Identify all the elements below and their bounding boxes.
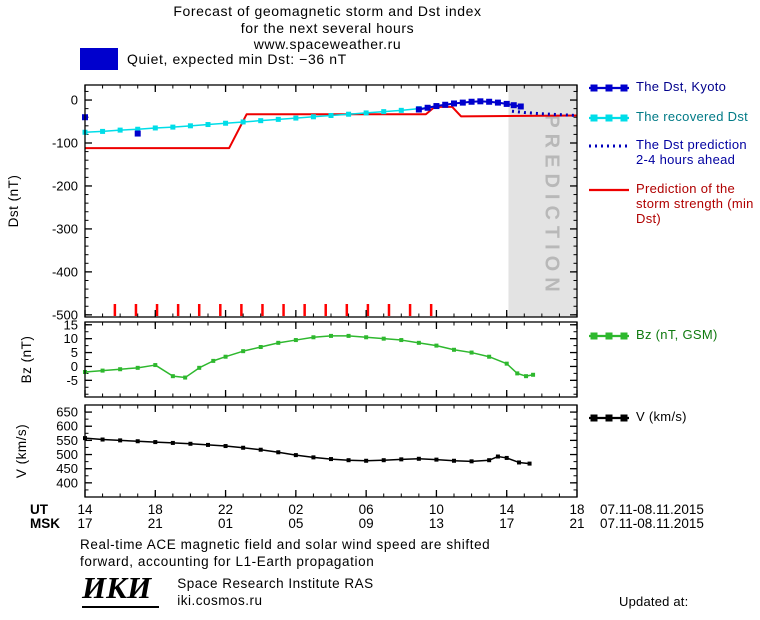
legend-item-dst-prediction: The Dst prediction 2-4 hours ahead [589, 137, 757, 167]
svg-text:-200: -200 [52, 178, 78, 193]
svg-text:13: 13 [429, 516, 444, 531]
legend-swatch-dst-kyoto [589, 84, 629, 92]
svg-text:14: 14 [499, 502, 515, 517]
svg-text:450: 450 [56, 461, 78, 476]
institute-name: Space Research Institute RAS [177, 576, 374, 591]
forecast-chart: PREDICTION 0 -100 -200 -300 -400 -500 Dst (nT) 1… [6, 84, 704, 531]
svg-text:-100: -100 [52, 136, 78, 151]
note-line-2: forward, accounting for L1-Earth propaga… [80, 554, 375, 569]
footer-note: Real-time ACE magnetic field and solar w… [80, 536, 490, 570]
legend-item-dst-kyoto: The Dst, Kyoto [589, 79, 757, 95]
svg-text:550: 550 [56, 433, 78, 448]
ut-row-label: UT [30, 502, 49, 517]
svg-text:-5: -5 [66, 373, 78, 388]
svg-text:0: 0 [71, 359, 78, 374]
chart-title: Forecast of geomagnetic storm and Dst in… [0, 3, 655, 53]
legend-swatch-dst-prediction [589, 144, 629, 148]
title-line-2: for the next several hours [240, 19, 415, 36]
svg-text:10: 10 [64, 331, 78, 346]
svg-text:5: 5 [71, 345, 78, 360]
svg-text:500: 500 [56, 447, 78, 462]
svg-text:05: 05 [288, 516, 303, 531]
svg-text:17: 17 [499, 516, 514, 531]
svg-text:17: 17 [77, 516, 92, 531]
svg-text:10: 10 [429, 502, 444, 517]
legend-label-v: V (km/s) [636, 409, 687, 424]
legend-label-recovered-dst: The recovered Dst [636, 109, 749, 124]
iki-url[interactable]: iki.cosmos.ru [177, 593, 263, 608]
svg-text:22: 22 [218, 502, 233, 517]
bz-axis-title: Bz (nT) [19, 336, 34, 384]
prediction-band [508, 85, 577, 317]
logo-bar: ИКИ Space Research Institute RAS iki.cos… [82, 572, 374, 609]
legend-label-bz: Bz (nT, GSM) [636, 327, 718, 342]
svg-text:400: 400 [56, 475, 78, 490]
legend-item-recovered-dst: The recovered Dst [589, 109, 757, 125]
msk-row-label: MSK [30, 516, 60, 531]
legend-item-bz: Bz (nT, GSM) [589, 327, 757, 343]
updated-label: Updated at: [619, 594, 689, 609]
svg-text:02: 02 [288, 502, 303, 517]
svg-text:01: 01 [218, 516, 233, 531]
x-axis-labels: UTMSK1417182122010205060910131417182107.… [30, 502, 704, 531]
prediction-label: PREDICTION [541, 114, 563, 297]
v-axis-title: V (km/s) [14, 424, 29, 478]
updated-block: Updated at: UT 14:04, 08.11.2015 MSK 17:… [597, 562, 737, 620]
svg-text:09: 09 [359, 516, 374, 531]
legend-item-storm-strength: Prediction of the storm strength (min Ds… [589, 181, 757, 226]
legend-swatch-bz [589, 332, 629, 340]
svg-text:14: 14 [77, 502, 93, 517]
legend-swatch-recovered-dst [589, 114, 629, 122]
legend-swatch-v [589, 414, 629, 422]
dst-axis-title: Dst (nT) [6, 175, 21, 228]
series-recovered-dst [82, 102, 448, 135]
note-line-1: Real-time ACE magnetic field and solar w… [80, 537, 491, 552]
legend-label-storm-strength: Prediction of the storm strength (min Ds… [636, 181, 754, 226]
svg-text:21: 21 [569, 516, 584, 531]
date-range-msk: 07.11-08.11.2015 [600, 516, 704, 531]
title-line-1: Forecast of geomagnetic storm and Dst in… [173, 3, 482, 19]
svg-text:-300: -300 [52, 221, 78, 236]
svg-text:06: 06 [359, 502, 374, 517]
legend-item-v: V (km/s) [589, 409, 757, 425]
svg-text:650: 650 [56, 405, 78, 420]
status-row: Quiet, expected min Dst: −36 nT [80, 48, 347, 70]
svg-text:-400: -400 [52, 264, 78, 279]
status-swatch [80, 48, 118, 70]
svg-text:-500: -500 [52, 307, 78, 322]
series-bz-gsm [83, 333, 536, 380]
svg-text:21: 21 [148, 516, 163, 531]
series-dst-kyoto [82, 98, 524, 137]
status-text: Quiet, expected min Dst: −36 nT [127, 51, 347, 67]
svg-text:15: 15 [64, 317, 78, 332]
legend-label-dst-prediction: The Dst prediction 2-4 hours ahead [636, 137, 747, 167]
svg-text:18: 18 [569, 502, 584, 517]
svg-text:18: 18 [148, 502, 163, 517]
legend-swatch-storm-strength [589, 188, 629, 192]
date-range-ut: 07.11-08.11.2015 [600, 502, 704, 517]
spaceweather-url[interactable]: www.spaceweather.ru [253, 36, 402, 52]
series-solar-wind-speed [83, 436, 532, 466]
dst-panel: PREDICTION 0 -100 -200 -300 -400 -500 Dst (nT) [6, 84, 578, 322]
iki-logo: ИКИ [82, 572, 160, 608]
svg-text:0: 0 [71, 93, 78, 108]
legend-label-dst-kyoto: The Dst, Kyoto [636, 79, 727, 94]
svg-text:600: 600 [56, 419, 78, 434]
